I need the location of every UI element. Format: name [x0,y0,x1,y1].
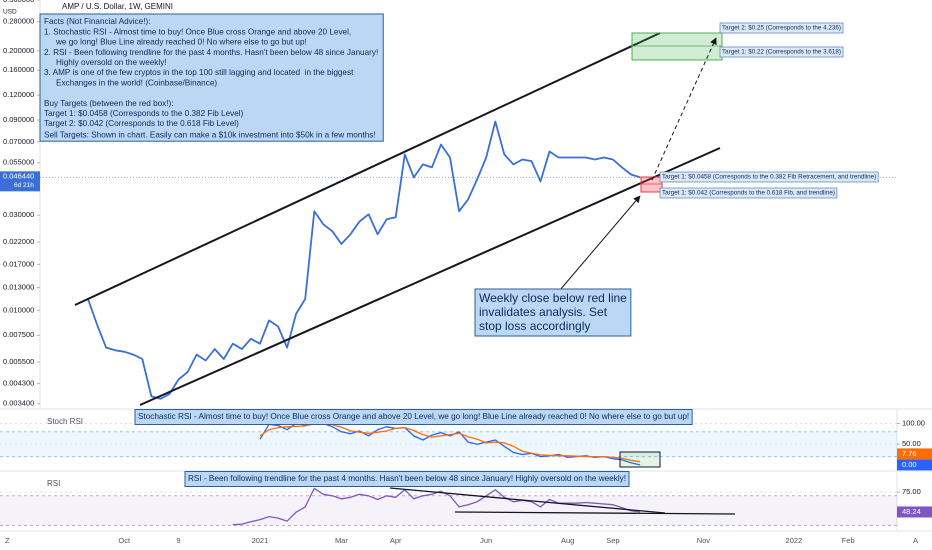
facts-text: we go long! Blue Line already reached 0!… [55,38,307,47]
facts-text: Target 2: $0.042 (Corresponds to the 0.6… [44,119,239,128]
last-value-box [897,506,932,518]
x-tick-label: Nov [697,536,711,545]
x-tick-label: Apr [390,536,402,545]
note-text: RSI - Been following trendline for the p… [188,474,626,483]
facts-text: Highly oversold on the weekly! [56,58,167,67]
target-label: Target 2: $0.25 (Corresponds to the 4.23… [722,25,841,32]
stoch-highlight-box [619,451,661,468]
facts-text: Buy Targets (between the red box!): [44,99,174,108]
y-tick-label: 0.003400 [3,399,34,408]
callout-text: stop loss accordingly [479,319,590,333]
last-value-label: 7.76 [902,449,917,458]
chart-title: AMP / U.S. Dollar, 1W, GEMINI [62,2,173,11]
pane-title: RSI [47,479,60,488]
last-value-box [897,448,932,460]
callout-text: invalidates analysis. Set [479,305,608,319]
trend-line [139,147,721,406]
last-value-label: 0.00 [902,460,917,469]
y-tick-label: 0.007500 [3,330,34,339]
pane-title: Stoch RSI [47,417,83,426]
y-tick-label: 0.200000 [3,46,34,55]
facts-text: Sell Targets: Shown in chart. Easily can… [44,130,376,139]
callout-arrow [559,195,641,291]
x-tick-label: 2022 [786,536,803,545]
note-box [184,471,630,487]
footer-icon: A [913,536,918,545]
band [0,495,897,526]
y-tick-label: 0.013000 [3,283,34,292]
buy-target-box [640,176,663,193]
y-tick-label: 0.160000 [3,65,34,74]
x-tick-label: 2021 [252,536,269,545]
target-label: Target 1: $0.042 (Corresponds to the 0.6… [662,190,835,197]
footer-icon: Z [5,536,10,545]
target-box [719,46,844,58]
facts-text: Target 1: $0.0458 (Corresponds to the 0.… [44,109,244,118]
y-tick-label: 0.010000 [3,305,34,314]
x-tick-label: 9 [176,536,180,545]
countdown: 6d 21h [14,182,34,189]
note-text: Stochastic RSI - Almost time to buy! Onc… [138,412,689,421]
target-box [719,22,844,34]
sell-target-box [631,32,723,61]
callout-text: Weekly close below red line [479,291,627,305]
x-tick-label: Feb [842,536,855,545]
series-line [87,120,641,400]
y-tick-label: 0.090000 [3,115,34,124]
y-tick-label: 0.004300 [3,378,34,387]
y-tick-label: 0.055000 [3,158,34,167]
last-price-box [0,171,40,192]
facts-text: 1. Stochastic RSI - Almost time to buy! … [44,27,351,36]
target-label: Target 1: $0.22 (Corresponds to the 3.61… [722,49,841,56]
note-box [134,409,693,425]
target-box [659,171,879,183]
facts-box [39,13,384,142]
target-label: Target 1: $0.0458 (Corresponds to the 0.… [662,174,876,181]
x-tick-label: Mar [335,536,348,545]
x-tick-label: Sep [606,536,619,545]
y-tick-label: 0.022000 [3,237,34,246]
annotations: Stoch RSI Stochastic RSI - Almost time to… [39,13,879,488]
y-tick-label: 100.00 [902,418,925,427]
y-tick-label: 0.017000 [3,259,34,268]
drawings [74,32,736,515]
y-tick-label: 0.360000 [3,0,34,4]
price-unit: USD [3,9,17,16]
facts-text: 2. RSI - Been following trendline for th… [44,48,378,57]
trend-line [74,32,661,306]
target-box [659,187,838,199]
y-tick-label: 0.005500 [3,357,34,366]
facts-text: Exchanges in the world! (Coinbase/Binanc… [56,78,217,87]
rsi-trend-line [389,487,666,514]
y-tick-label: 0.280000 [3,17,34,26]
last-price-label: 0.046440 [3,171,34,180]
last-value-box [897,459,932,471]
x-tick-label: Oct [118,536,131,545]
y-tick-label: 0.120000 [3,90,34,99]
rsi-trend-line [454,511,736,515]
facts-text: 3. AMP is one of the few cryptos in the … [44,68,354,77]
y-tick-label: 75.00 [902,487,921,496]
projection-arrow [651,37,717,181]
y-tick-label: 50.00 [902,439,921,448]
last-value-label: 48.24 [902,507,921,516]
facts-text: Facts (Not Financial Advice!): [44,17,150,26]
x-tick-label: Aug [561,536,574,545]
y-tick-label: 0.070000 [3,137,34,146]
x-tick-label: Jun [480,536,492,545]
callout-box [474,288,632,337]
y-tick-label: 0.030000 [3,210,34,219]
